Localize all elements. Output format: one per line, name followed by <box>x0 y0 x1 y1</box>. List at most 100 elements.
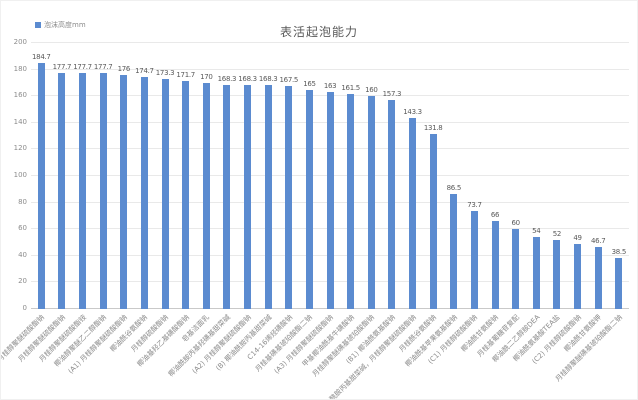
bar-value-label: 66 <box>490 211 500 220</box>
bar-value-label: 177.7 <box>93 62 113 71</box>
bar-slot: 163 <box>320 43 341 309</box>
legend-label: 泡沫高度mm <box>44 21 86 29</box>
y-axis-tick-label: 60 <box>18 224 27 233</box>
bar-value-label: 168.3 <box>258 75 278 84</box>
bar <box>491 221 499 309</box>
y-axis-tick-label: 20 <box>18 277 27 286</box>
y-axis-tick-label: 120 <box>13 144 27 153</box>
bar-value-label: 131.8 <box>423 123 443 132</box>
bar-slot: 143.3 <box>402 43 423 309</box>
bar <box>615 257 623 309</box>
bar-slot: 38.5 <box>609 43 630 309</box>
bar-slot: 177.7 <box>72 43 93 309</box>
y-axis-tick-label: 180 <box>13 64 27 73</box>
bar-slot: 168.3 <box>217 43 238 309</box>
bar-slot: 165 <box>299 43 320 309</box>
bar-value-label: 171.7 <box>176 70 195 79</box>
bar <box>223 85 231 309</box>
bar <box>58 72 66 309</box>
y-axis-tick-label: 200 <box>13 38 27 46</box>
y-axis-tick-label: 40 <box>18 250 27 259</box>
bar-value-label: 73.7 <box>467 200 482 209</box>
bar-value-label: 176 <box>117 64 131 73</box>
y-axis-tick-label: 100 <box>13 171 27 179</box>
bar-value-label: 143.3 <box>403 108 422 117</box>
bar-slot: 60 <box>505 43 526 309</box>
bar-value-label: 168.3 <box>238 75 257 84</box>
bar <box>450 193 458 309</box>
bar-value-label: 168.3 <box>217 75 237 84</box>
bar-value-label: 60 <box>511 219 521 228</box>
bar-slot: 177.7 <box>93 43 114 309</box>
legend-marker-icon <box>35 22 41 28</box>
bar <box>532 237 540 309</box>
bar <box>367 96 375 309</box>
bar-value-label: 184.7 <box>32 53 51 62</box>
bar-slot: 157.3 <box>382 43 403 309</box>
bar-slot: 174.7 <box>134 43 155 309</box>
bar <box>429 133 437 309</box>
plot-area: 184.7 177.7 177.7 177.7 176 174.7 173.3 171.7 17… <box>31 42 629 309</box>
bar-slot: 176 <box>114 43 135 309</box>
bar-value-label: 161.5 <box>341 84 360 93</box>
legend: 泡沫高度mm <box>35 20 86 30</box>
bar-slot: 52 <box>547 43 568 309</box>
bar <box>202 82 210 309</box>
bar-series: 184.7 177.7 177.7 177.7 176 174.7 173.3 171.7 17… <box>31 43 629 309</box>
x-axis-label-slot: 月桂醇聚醚磺基琥珀酸酯二钠 <box>554 312 630 398</box>
bar-value-label: 86.5 <box>446 183 462 192</box>
bar <box>182 80 190 309</box>
bar-slot: 170 <box>196 43 217 309</box>
bar <box>594 246 602 309</box>
bar <box>244 85 252 309</box>
bar <box>305 89 313 309</box>
bar-value-label: 163 <box>323 82 337 91</box>
bar <box>553 239 561 309</box>
bar-value-label: 177.7 <box>52 62 72 71</box>
chart-title: 表活起泡能力 <box>279 25 358 39</box>
bar-slot: 54 <box>526 43 547 309</box>
bar <box>347 94 355 309</box>
bar-slot: 161.5 <box>340 43 361 309</box>
x-axis: 月桂醇聚醚硫酸酯钠 月桂醇聚醚硫酸酯钠 月桂醇聚醚硫酸酯铵 椰油醇聚醚乙二醇酯钠 (A1… <box>1 312 630 399</box>
bar-slot: 173.3 <box>155 43 176 309</box>
bar-value-label: 174.7 <box>135 66 154 75</box>
bar-value-label: 46.7 <box>590 236 606 245</box>
bar <box>99 72 107 309</box>
bar-slot: 167.5 <box>279 43 300 309</box>
bar <box>512 229 520 309</box>
bar-slot: 131.8 <box>423 43 444 309</box>
bar <box>285 86 293 309</box>
bar-slot: 86.5 <box>444 43 465 309</box>
bar <box>470 210 478 309</box>
bar <box>409 118 417 309</box>
bar-value-label: 54 <box>532 227 541 236</box>
y-axis-tick-label: 80 <box>18 197 27 206</box>
bar <box>388 99 396 309</box>
bar-value-label: 160 <box>365 86 378 95</box>
bar-value-label: 167.5 <box>279 76 299 85</box>
bar <box>120 74 128 309</box>
gridline <box>31 68 629 70</box>
gridline <box>31 42 629 43</box>
bar-slot: 184.7 <box>31 43 52 309</box>
bar-value-label: 170 <box>200 72 213 81</box>
bar-slot: 168.3 <box>237 43 258 309</box>
bar-slot: 49 <box>567 43 588 309</box>
bar <box>79 72 87 309</box>
y-axis-tick-label: 0 <box>22 304 27 312</box>
bar-value-label: 165 <box>303 79 316 88</box>
bar-value-label: 173.3 <box>155 68 175 77</box>
bar-slot: 73.7 <box>464 43 485 309</box>
bar-value-label: 157.3 <box>382 89 402 98</box>
bar-slot: 168.3 <box>258 43 279 309</box>
bar <box>264 85 272 309</box>
bar <box>326 92 334 309</box>
bar-value-label: 52 <box>552 229 562 238</box>
bar-slot: 177.7 <box>52 43 73 309</box>
bar-slot: 66 <box>485 43 506 309</box>
bar <box>161 78 169 309</box>
bar-slot: 171.7 <box>175 43 196 309</box>
bar-slot: 46.7 <box>588 43 609 309</box>
